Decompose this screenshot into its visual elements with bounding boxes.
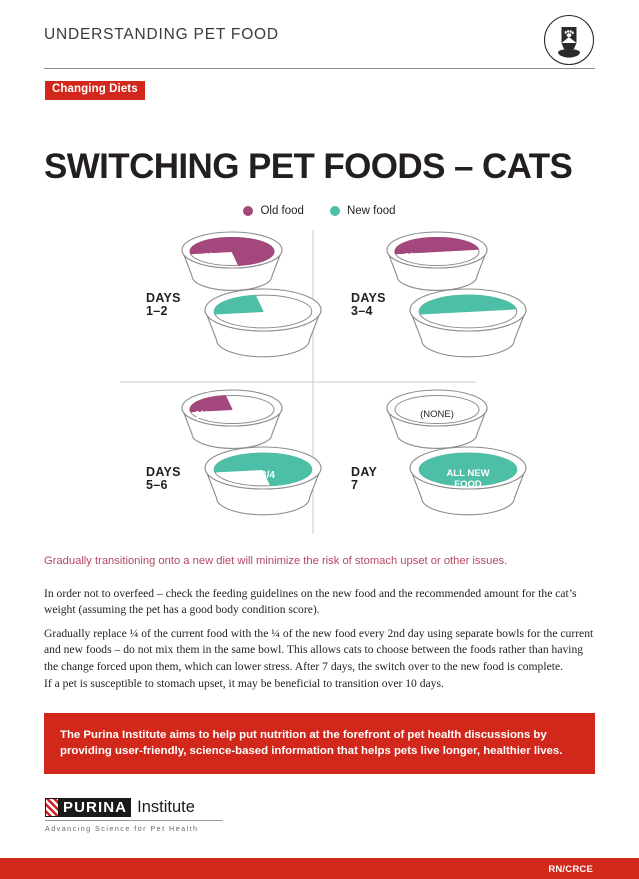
legend: Old food New food xyxy=(0,205,639,217)
body-paragraph-1: In order not to overfeed – check the fee… xyxy=(44,587,577,617)
bowl-new-food: 3/4 xyxy=(204,446,322,516)
bowl-new-food: 1/4 xyxy=(204,288,322,358)
purina-institute-logo: PURINA Institute Advancing Science for P… xyxy=(45,798,225,833)
status-badge: Changing Diets xyxy=(45,81,145,100)
logo-sub: Institute xyxy=(137,798,195,817)
page-header: UNDERSTANDING PET FOOD xyxy=(44,14,595,66)
svg-text:1/4: 1/4 xyxy=(271,312,285,323)
checkerboard-icon xyxy=(45,798,59,817)
bowl-old-food: 1/2 xyxy=(386,231,488,291)
footer-code: RN/CRCE xyxy=(548,864,593,875)
svg-text:5–6: 5–6 xyxy=(146,478,168,492)
body-paragraph-3: If a pet is susceptible to stomach upset… xyxy=(44,677,444,690)
pet-food-bag-in-bowl-icon xyxy=(543,14,595,66)
svg-text:3/4: 3/4 xyxy=(204,252,218,263)
legend-item-new-food: New food xyxy=(329,205,396,217)
svg-text:7: 7 xyxy=(351,478,358,492)
legend-label-old-food: Old food xyxy=(260,205,304,217)
legend-item-old-food: Old food xyxy=(243,205,304,217)
bowl-old-food: (NONE) xyxy=(386,389,488,449)
footer-bar xyxy=(0,858,639,879)
svg-text:DAYS: DAYS xyxy=(146,291,181,305)
svg-text:(NONE): (NONE) xyxy=(420,409,454,420)
svg-text:3–4: 3–4 xyxy=(351,304,373,318)
bowl-old-food: 3/4 xyxy=(181,231,283,291)
lead-paragraph: Gradually transitioning onto a new diet … xyxy=(44,555,508,567)
legend-label-new-food: New food xyxy=(346,205,396,217)
logo-divider xyxy=(45,820,223,821)
body-paragraph-2: Gradually replace ¼ of the current food … xyxy=(44,627,594,673)
page-title: SWITCHING PET FOODS – CATS xyxy=(44,147,573,187)
svg-text:1/2: 1/2 xyxy=(404,252,418,263)
transition-diagram: DAYS 1–2 3/4 1/4 DAYS 3–4 1/2 1/2 DAYS 5–6 1/4 3/4 D… xyxy=(120,226,530,538)
svg-text:DAYS: DAYS xyxy=(351,291,386,305)
bowl-new-food: 1/2 xyxy=(409,288,527,358)
legend-swatch-old-food xyxy=(243,206,254,216)
svg-text:FOOD: FOOD xyxy=(454,479,482,490)
header-divider xyxy=(44,68,595,69)
svg-text:1/4: 1/4 xyxy=(195,410,209,421)
svg-text:1/2: 1/2 xyxy=(471,312,485,323)
svg-text:DAYS: DAYS xyxy=(146,465,181,479)
header-title: UNDERSTANDING PET FOOD xyxy=(44,26,279,43)
svg-text:3/4: 3/4 xyxy=(261,470,275,481)
mission-callout: The Purina Institute aims to help put nu… xyxy=(44,713,595,775)
logo-brand: PURINA xyxy=(59,798,132,817)
svg-text:1–2: 1–2 xyxy=(146,304,168,318)
svg-text:ALL NEW: ALL NEW xyxy=(446,468,489,479)
legend-swatch-new-food xyxy=(329,206,340,216)
bowl-old-food: 1/4 xyxy=(181,389,283,449)
logo-tagline: Advancing Science for Pet Health xyxy=(45,824,199,833)
svg-text:DAY: DAY xyxy=(351,465,378,479)
